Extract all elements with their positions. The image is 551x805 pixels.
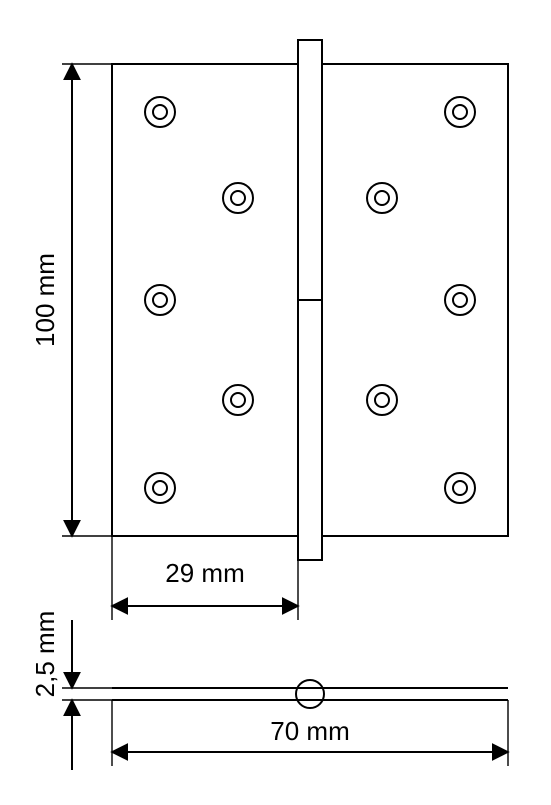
- dim-label-thickness: 2,5 mm: [30, 611, 60, 698]
- screw-hole-left-2: [223, 183, 253, 213]
- screw-hole-left-4: [223, 385, 253, 415]
- screw-hole-right-5: [445, 473, 475, 503]
- side-pin: [296, 680, 324, 708]
- screw-hole-left-5: [145, 473, 175, 503]
- dimensions: 100 mm 29 mm 2,5 mm 70 mm: [30, 64, 508, 770]
- screw-hole-right-4: [367, 385, 397, 415]
- hinge-leaf-left: [112, 64, 298, 536]
- screw-hole-right-1: [445, 97, 475, 127]
- screw-hole-left-1: [145, 97, 175, 127]
- screw-hole-right-3: [445, 285, 475, 315]
- dim-label-leaf-width: 29 mm: [165, 558, 244, 588]
- dim-label-height: 100 mm: [30, 253, 60, 347]
- hinge-leaf-right: [322, 64, 508, 536]
- screw-hole-right-2: [367, 183, 397, 213]
- hinge-side-view: [112, 680, 508, 708]
- hinge-front-view: [112, 40, 508, 560]
- dim-label-total-width: 70 mm: [270, 716, 349, 746]
- screw-hole-left-3: [145, 285, 175, 315]
- technical-drawing: 100 mm 29 mm 2,5 mm 70 mm: [0, 0, 551, 805]
